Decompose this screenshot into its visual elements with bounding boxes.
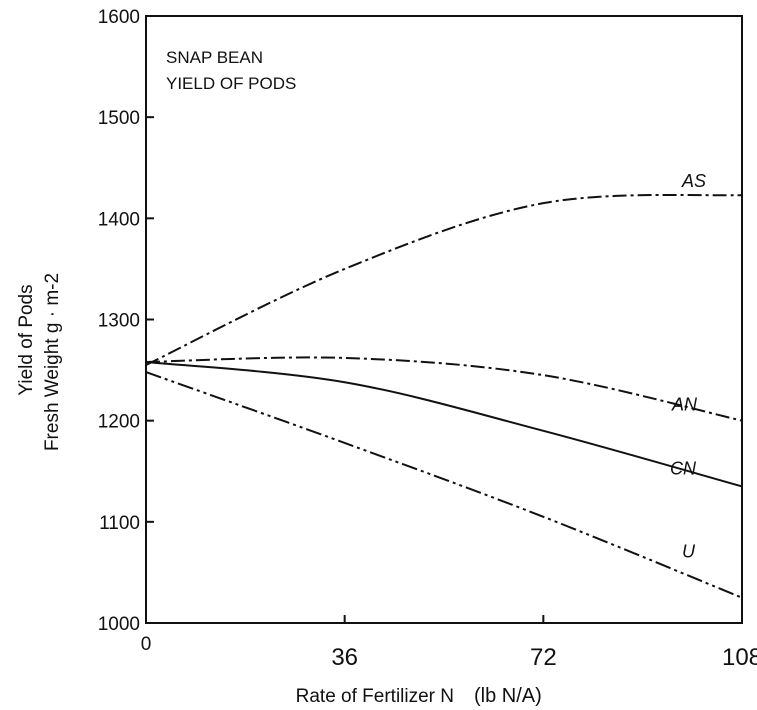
x-tick-label: 72 (530, 644, 557, 671)
y-axis-ticks: 1000 1100 1200 1300 1400 1500 1600 (98, 7, 154, 635)
y-tick-label: 1000 (98, 614, 140, 635)
y-tick-label: 1600 (98, 7, 140, 28)
x-tick-label: 36 (331, 644, 358, 671)
series-layer: AS AN CN U (145, 171, 743, 599)
chart-subtitle: YIELD OF PODS (166, 74, 296, 93)
series-line-an (145, 356, 743, 422)
series-line-as (145, 193, 743, 366)
series-label-u: U (682, 542, 696, 562)
series-line-cn (145, 360, 743, 488)
series-label-cn: CN (670, 458, 697, 478)
series-label-an: AN (671, 395, 698, 415)
y-tick-label: 1200 (98, 412, 140, 433)
series-label-as: AS (681, 171, 706, 191)
x-axis-title: Rate of Fertilizer N (296, 686, 454, 707)
y-tick-label: 1500 (98, 108, 140, 129)
chart-title: SNAP BEAN (166, 48, 263, 67)
y-tick-label: 1400 (98, 209, 140, 230)
y-axis-title-line2: Fresh Weight g · m-2 (42, 273, 63, 451)
y-tick-label: 1300 (98, 311, 140, 332)
x-axis-ticks: 0 36 72 108 (141, 615, 757, 671)
series-line-u (145, 371, 743, 599)
x-tick-label: 0 (141, 634, 152, 655)
x-tick-label: 108 (722, 644, 757, 671)
y-tick-label: 1100 (99, 513, 140, 534)
y-axis-title-line1: Yield of Pods (16, 284, 37, 395)
x-axis-unit: (lb N/A) (474, 685, 542, 707)
